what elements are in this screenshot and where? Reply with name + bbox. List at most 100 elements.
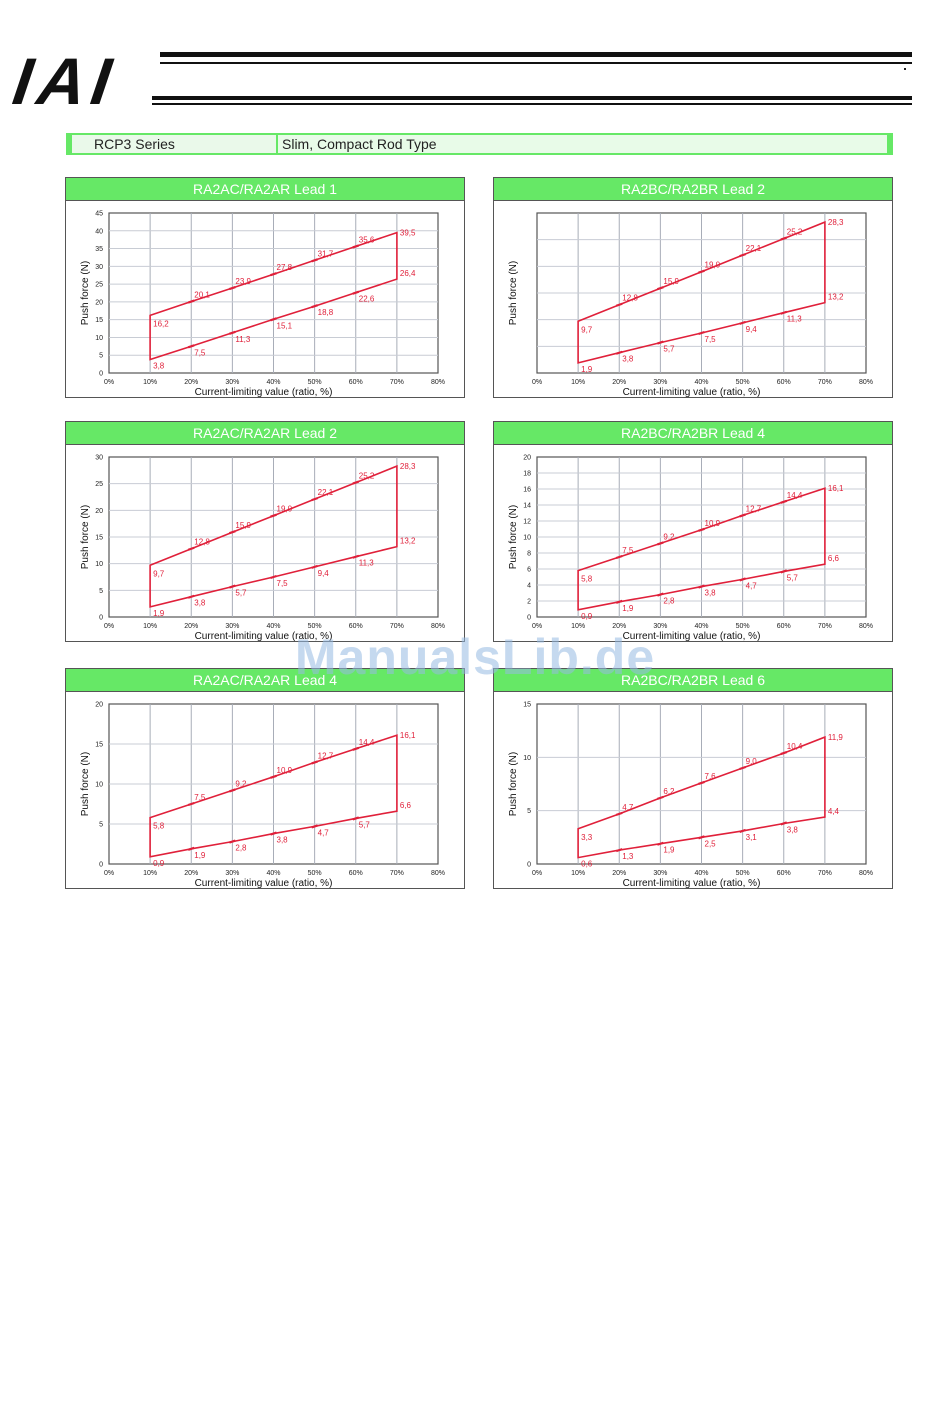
lower-value-label: 0,9: [153, 859, 165, 868]
lower-value-label: 4,4: [828, 807, 840, 816]
upper-value-label: 25,2: [359, 472, 375, 481]
x-tick-label: 40%: [694, 379, 708, 386]
upper-point-marker: [780, 499, 788, 504]
upper-value-label: 5,8: [153, 822, 165, 831]
upper-point-marker: [615, 554, 623, 560]
upper-value-label: 16,1: [828, 484, 844, 493]
upper-value-label: 27,8: [277, 263, 293, 272]
y-tick-label: 15: [523, 702, 531, 709]
upper-value-label: 12,8: [622, 294, 638, 303]
upper-point-marker: [311, 760, 318, 765]
upper-point-marker: [698, 269, 705, 274]
header-rule-thin: [160, 62, 912, 64]
upper-point-marker: [270, 513, 277, 518]
lower-point-marker: [615, 848, 623, 853]
lower-point-marker: [780, 310, 788, 315]
chart-ra2ac-lead1: 0 5 10 15 20 25 30 35 40 45 0% 10% 20% 30% 40% 50% 60% 70…: [80, 211, 445, 398]
upper-point-marker: [739, 253, 746, 258]
lower-point-marker: [657, 340, 664, 345]
y-axis-label: Push force (N): [508, 752, 519, 816]
lower-value-label: 0,6: [581, 860, 593, 869]
upper-value-label: 23,9: [235, 277, 251, 286]
lower-value-label: 5,7: [359, 820, 371, 829]
y-tick-label: 16: [523, 487, 531, 494]
y-tick-label: 0: [527, 862, 531, 869]
lower-value-label: 7,5: [705, 335, 717, 344]
chart-panel-3: RA2AC/RA2AR Lead 2 0 5 10 15 20 25 30 0% 10% 20% 3…: [65, 421, 465, 642]
x-tick-label: 40%: [266, 379, 280, 386]
x-tick-label: 40%: [694, 623, 708, 630]
x-tick-label: 50%: [308, 623, 322, 630]
y-tick-label: 10: [95, 335, 103, 342]
upper-value-label: 14,4: [787, 491, 803, 500]
x-tick-label: 30%: [653, 870, 667, 877]
chart-panel-6: RA2BC/RA2BR Lead 6 0 5 10 15 0% 10% 20% 30% 40% 5…: [493, 668, 893, 889]
x-tick-label: 20%: [184, 623, 198, 630]
upper-value-label: 11,9: [828, 733, 844, 742]
chart-title: RA2BC/RA2BR Lead 6: [494, 669, 892, 692]
y-tick-label: 10: [523, 535, 531, 542]
x-tick-label: 70%: [818, 379, 832, 386]
y-tick-label: 5: [99, 822, 103, 829]
upper-value-label: 7,5: [622, 546, 634, 555]
lower-value-label: 6,6: [400, 801, 412, 810]
upper-point-marker: [615, 811, 623, 816]
lower-point-marker: [657, 592, 664, 597]
push-force-range-outline: [149, 231, 398, 361]
chart-panel-4: RA2BC/RA2BR Lead 4 0 2 4 6 8 10 12 14 16 18 20 0% 10…: [493, 421, 893, 642]
x-tick-label: 10%: [143, 870, 157, 877]
upper-point-marker: [698, 527, 705, 532]
y-tick-label: 45: [95, 211, 103, 218]
upper-value-label: 20,1: [194, 291, 210, 300]
upper-value-label: 12,7: [746, 504, 762, 513]
lower-point-marker: [780, 569, 788, 574]
lower-value-label: 3,8: [153, 361, 165, 370]
x-tick-label: 20%: [184, 870, 198, 877]
lower-point-marker: [187, 594, 195, 599]
x-tick-label: 30%: [653, 379, 667, 386]
y-axis-label: Push force (N): [508, 261, 519, 325]
upper-point-marker: [739, 513, 746, 518]
lower-value-label: 3,8: [622, 355, 634, 364]
lower-value-label: 22,6: [359, 295, 375, 304]
upper-value-label: 7,5: [194, 793, 206, 802]
x-tick-label: 0%: [532, 623, 542, 630]
header-dot: [904, 68, 906, 70]
upper-value-label: 10,9: [705, 519, 721, 528]
lower-point-marker: [739, 828, 746, 833]
lower-value-label: 9,4: [318, 569, 330, 578]
lower-point-marker: [352, 816, 360, 821]
y-tick-label: 2: [527, 599, 531, 606]
x-tick-label: 50%: [736, 623, 750, 630]
y-tick-label: 25: [95, 282, 103, 289]
push-force-range-outline: [577, 487, 826, 611]
upper-value-label: 28,3: [400, 462, 416, 471]
upper-point-marker: [187, 801, 195, 807]
y-tick-label: 15: [95, 742, 103, 749]
x-tick-label: 10%: [571, 870, 585, 877]
lower-value-label: 3,8: [194, 599, 206, 608]
x-tick-label: 50%: [308, 870, 322, 877]
chart-title: RA2AC/RA2AR Lead 4: [66, 669, 464, 692]
chart-ra2ac-lead4: 0 5 10 15 20 0% 10% 20% 30% 40% 50% 60% 70% 80% Curren…: [80, 702, 445, 889]
x-axis-label: Current-limiting value (ratio, %): [195, 631, 333, 641]
x-tick-label: 80%: [431, 870, 445, 877]
push-force-range-outline: [577, 735, 826, 859]
x-tick-label: 0%: [532, 870, 542, 877]
x-tick-label: 30%: [225, 870, 239, 877]
lower-value-label: 11,3: [359, 559, 375, 568]
y-tick-label: 8: [527, 551, 531, 558]
lower-point-marker: [229, 330, 236, 335]
series-name: RCP3 Series: [72, 135, 276, 153]
x-tick-label: 60%: [777, 870, 791, 877]
lower-point-marker: [270, 574, 277, 580]
x-tick-label: 0%: [104, 870, 114, 877]
x-tick-label: 10%: [571, 379, 585, 386]
lower-point-marker: [187, 846, 195, 851]
x-tick-label: 80%: [859, 379, 873, 386]
lower-value-label: 1,3: [622, 852, 634, 861]
lower-value-label: 4,7: [318, 828, 330, 837]
lower-value-label: 13,2: [400, 537, 416, 546]
upper-value-label: 39,5: [400, 229, 416, 238]
x-tick-label: 70%: [818, 623, 832, 630]
